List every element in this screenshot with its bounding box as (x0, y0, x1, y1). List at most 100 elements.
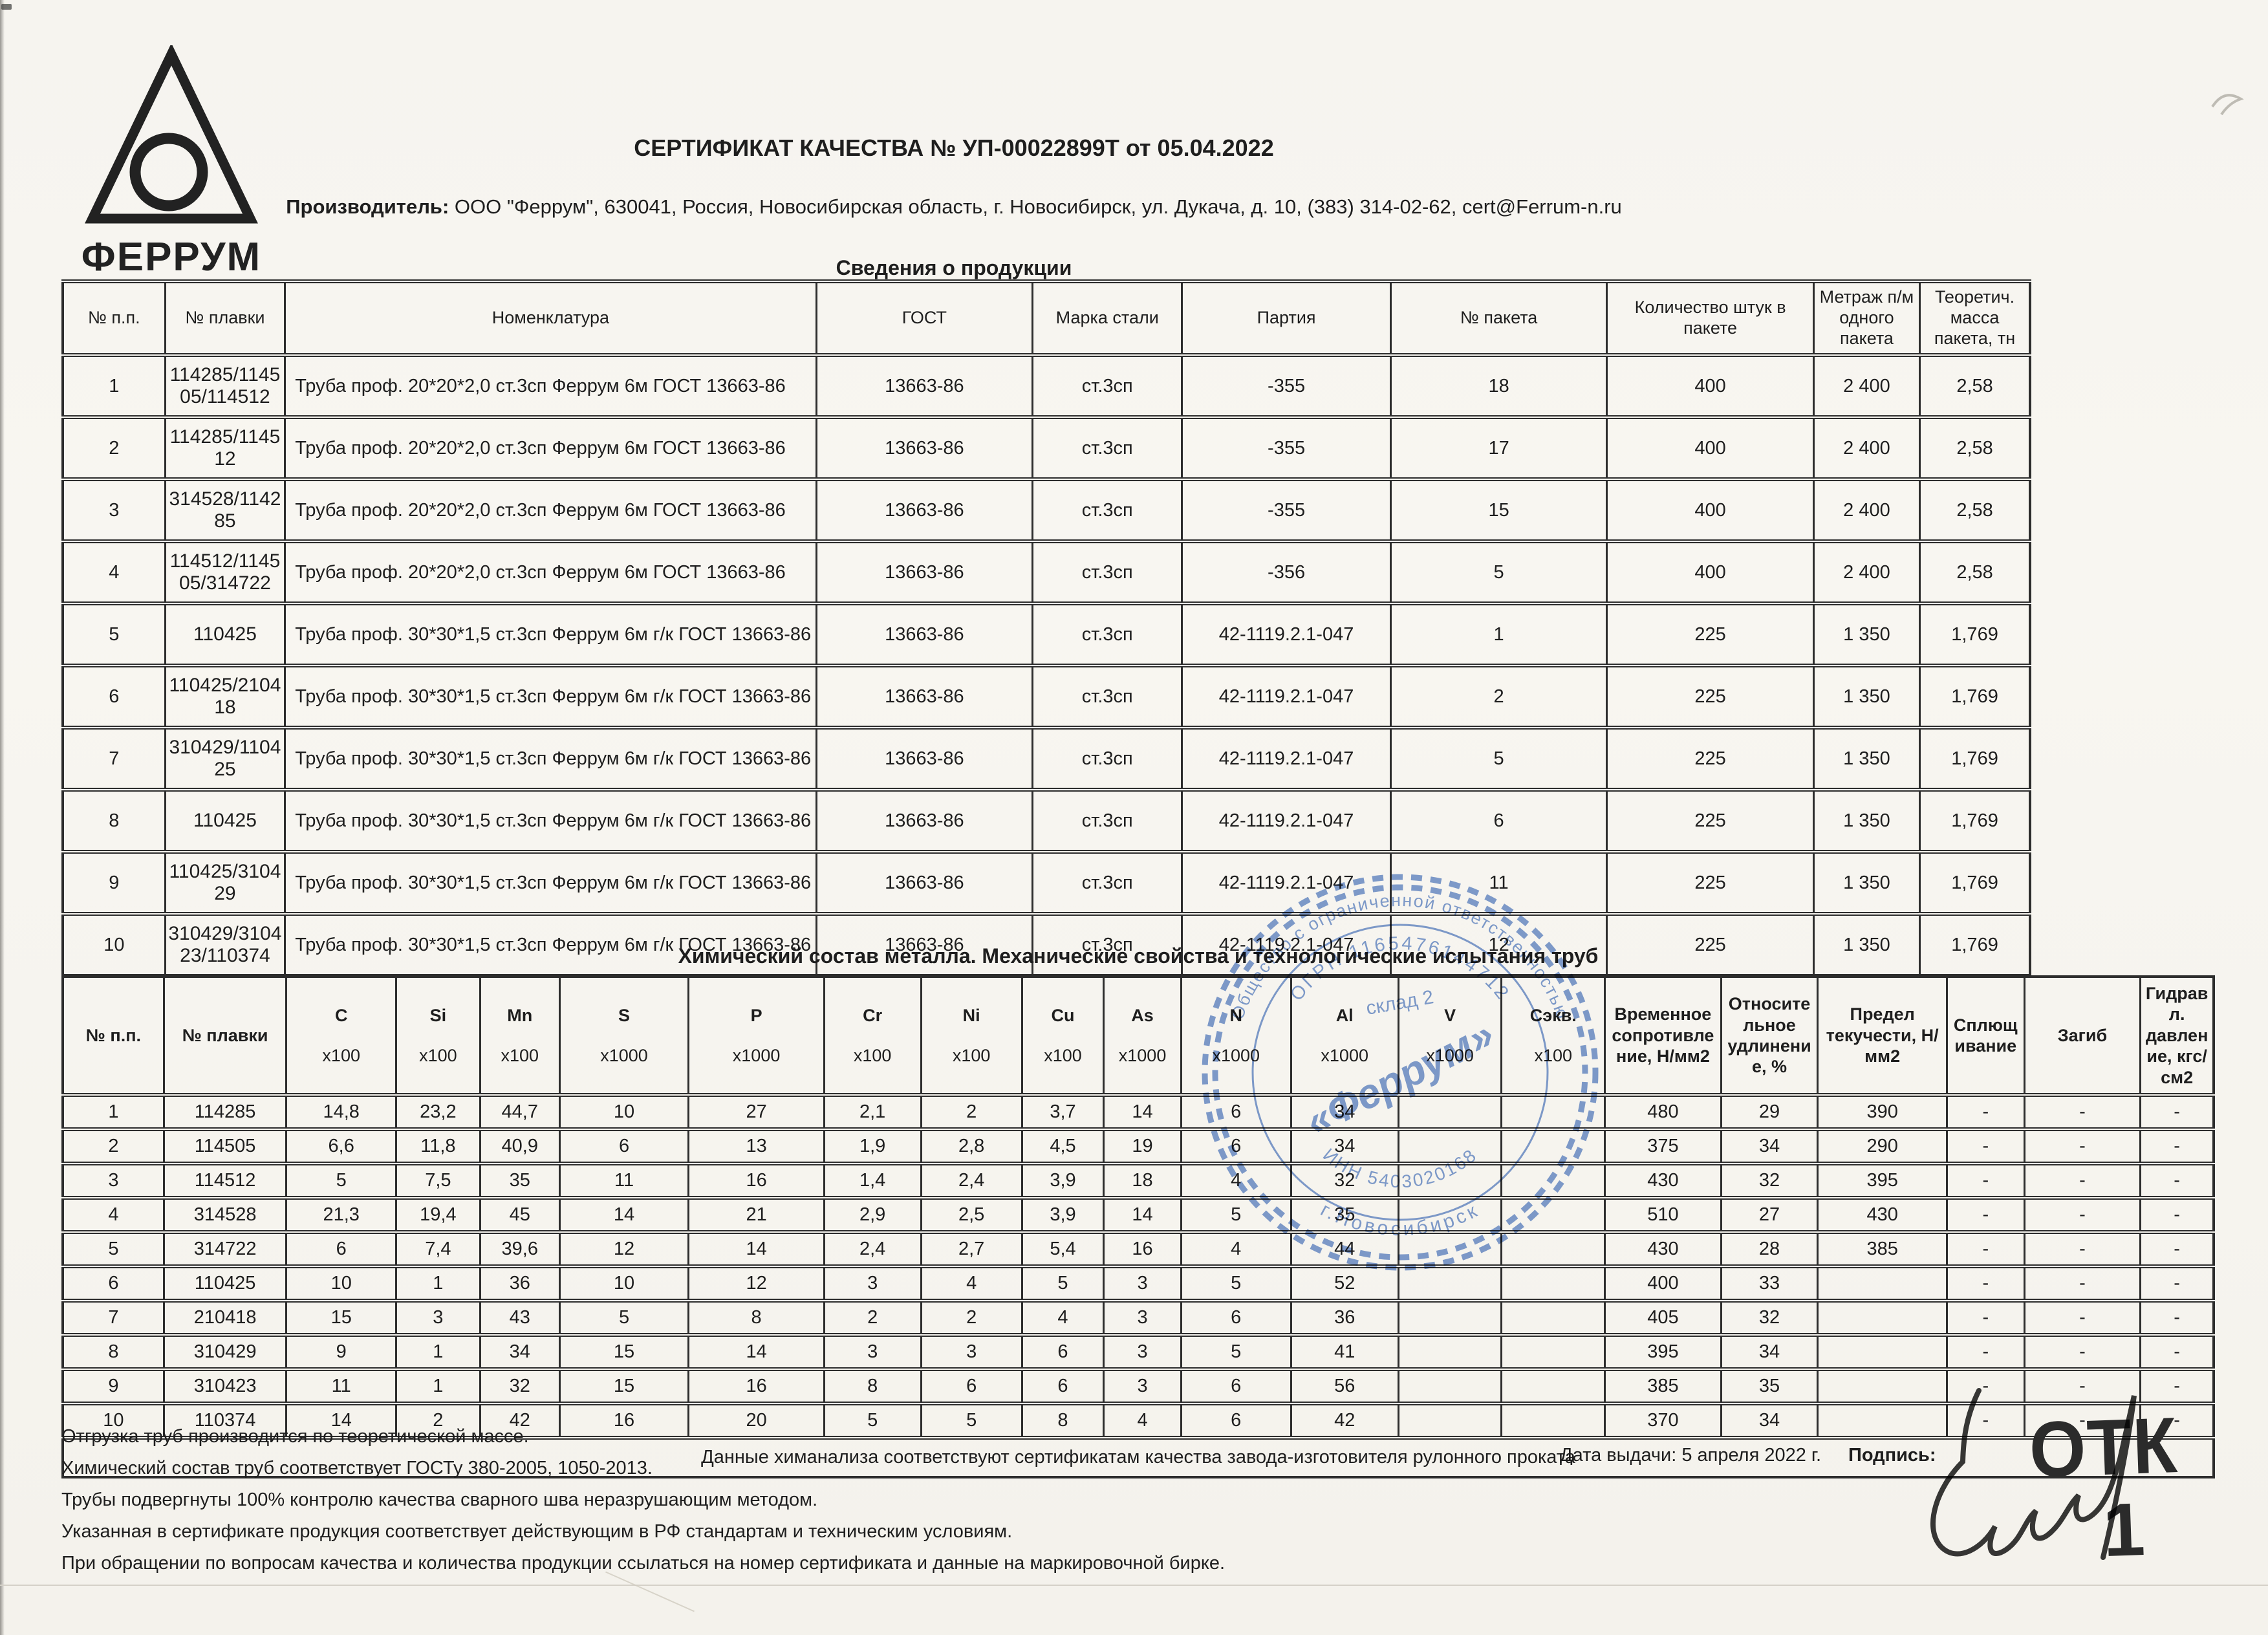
table-cell: ст.3сп (1031, 601, 1183, 667)
table-cell: 2 400 (1812, 415, 1921, 481)
table-cell: 42-1119.2.1-047 (1181, 726, 1392, 792)
table-cell: 32 (1720, 1298, 1819, 1337)
table-cell: 395 (1817, 1161, 1948, 1200)
table-cell: 23,2 (395, 1092, 481, 1131)
table-cell (1817, 1264, 1948, 1303)
table-row: 7 310429/110425 Труба проф. 30*30*1,5 ст.3… (61, 726, 2031, 792)
table-cell: 40,9 (479, 1127, 561, 1165)
table-cell: 11,8 (395, 1127, 481, 1165)
column-header: Сплющивание (1945, 975, 2025, 1097)
table-cell: 5 (1180, 1332, 1292, 1371)
table-cell: 3 (395, 1298, 481, 1337)
table-cell: 56 (1290, 1367, 1399, 1405)
table-cell: 20 (687, 1401, 825, 1440)
table-cell: 225 (1606, 850, 1815, 916)
products-table: № п.п. № плавки Номенклатура ГОСТ Марка стал… (61, 279, 2031, 978)
table-cell: 45 (479, 1195, 561, 1234)
table-cell: ст.3сп (1031, 788, 1183, 854)
table-cell: - (2023, 1298, 2142, 1337)
table-cell (1397, 1298, 1503, 1337)
table-cell: 6,6 (285, 1127, 398, 1165)
table-cell: 3 (823, 1264, 922, 1303)
table-cell: - (2139, 1195, 2215, 1234)
table-cell: 43 (479, 1298, 561, 1337)
table-cell: - (2023, 1195, 2142, 1234)
table-cell: 32 (479, 1367, 561, 1405)
table-cell: 9 (61, 1367, 165, 1405)
table-cell: 114505 (162, 1127, 288, 1165)
table-row: 8 310429 9 1 34 15 14 3 3 6 3 5 41 395 34- - - (61, 1332, 2215, 1371)
table-row: 5 314722 6 7,4 39,6 12 14 2,4 2,7 5,4 16 4 44 430 28 38… (61, 1229, 2215, 1268)
column-header: As x1000 (1103, 975, 1182, 1097)
table-cell: 5 (285, 1161, 398, 1200)
table-cell (1817, 1332, 1948, 1371)
table-cell: - (2023, 1332, 2142, 1371)
column-header: Теоретич. масса пакета, тн (1919, 280, 2031, 357)
table-cell: 10 (558, 1092, 690, 1131)
table-cell: 3 (61, 1161, 165, 1200)
table-cell: 17 (1389, 415, 1608, 481)
table-cell: 385 (1604, 1367, 1722, 1405)
table-cell: 16 (687, 1367, 825, 1405)
table-cell: 4 (61, 539, 166, 605)
table-cell: - (2139, 1401, 2215, 1440)
column-header: № плавки (162, 975, 288, 1097)
products-table-body: 1 114285/114505/114512 Труба проф. 20*20*2… (61, 353, 2031, 978)
table-cell: Труба проф. 20*20*2,0 ст.3сп Феррум 6м Г… (284, 415, 817, 481)
table-cell: 6 (1389, 788, 1608, 854)
table-cell: 2,4 (920, 1161, 1023, 1200)
table-cell: 1 350 (1812, 601, 1921, 667)
table-cell: - (2139, 1332, 2215, 1371)
table-cell: 310429/310423/110374 (164, 912, 286, 978)
table-cell: 13663-86 (815, 539, 1034, 605)
table-cell: 2 (61, 415, 166, 481)
table-cell: 114285 (162, 1092, 288, 1131)
table-cell: 405 (1604, 1298, 1722, 1337)
table-cell: 370 (1604, 1401, 1722, 1440)
table-cell (1817, 1401, 1948, 1440)
table-cell: 210418 (162, 1298, 288, 1337)
table-cell: 5 (1180, 1264, 1292, 1303)
table-cell: 6 (1180, 1092, 1292, 1131)
table-cell: 1,9 (823, 1127, 922, 1165)
chem-table-body: 1 114285 14,8 23,2 44,7 10 27 2,1 2 3,7 14 6 34 480 29… (61, 1092, 2215, 1440)
table-cell: 2 (61, 1127, 165, 1165)
table-cell: 9 (61, 850, 166, 916)
table-cell: 310423 (162, 1367, 288, 1405)
table-cell: 34 (479, 1332, 561, 1371)
note-line: Указанная в сертификате продукция соотве… (61, 1521, 1013, 1542)
table-cell: 10 (558, 1264, 690, 1303)
table-row: 8 110425 Труба проф. 30*30*1,5 ст.3сп Ферр… (61, 788, 2031, 854)
note-line: Трубы подвергнуты 100% контролю качества… (61, 1489, 818, 1510)
table-cell: 35 (1720, 1367, 1819, 1405)
table-cell: - (1945, 1092, 2025, 1131)
table-cell (1500, 1367, 1606, 1405)
table-cell: Труба проф. 30*30*1,5 ст.3сп Феррум 6м г… (284, 726, 817, 792)
table-cell: 41 (1290, 1332, 1399, 1371)
table-cell: 400 (1606, 539, 1815, 605)
table-cell: 110425 (162, 1264, 288, 1303)
table-cell: 2,7 (920, 1229, 1023, 1268)
table-cell: 400 (1606, 477, 1815, 543)
table-cell: 1,769 (1919, 664, 2031, 730)
table-cell: 2,58 (1919, 477, 2031, 543)
table-cell (1500, 1264, 1606, 1303)
table-cell: 39,6 (479, 1229, 561, 1268)
table-cell: 3,9 (1021, 1161, 1105, 1200)
column-header: ГОСТ (815, 280, 1034, 357)
stamp-city-text: г.Новосибирск (1317, 1199, 1484, 1240)
table-cell: 1,769 (1919, 850, 2031, 916)
table-cell: 2 (1389, 664, 1608, 730)
table-cell: Труба проф. 30*30*1,5 ст.3сп Феррум 6м г… (284, 850, 817, 916)
table-cell: 3,9 (1021, 1195, 1105, 1234)
table-cell: 7 (61, 726, 166, 792)
table-cell: 110425/310429 (164, 850, 286, 916)
table-cell: 13663-86 (815, 353, 1034, 419)
table-cell: Труба проф. 20*20*2,0 ст.3сп Феррум 6м Г… (284, 539, 817, 605)
table-cell: ст.3сп (1031, 539, 1183, 605)
company-logo: ФЕРРУМ (61, 45, 281, 280)
